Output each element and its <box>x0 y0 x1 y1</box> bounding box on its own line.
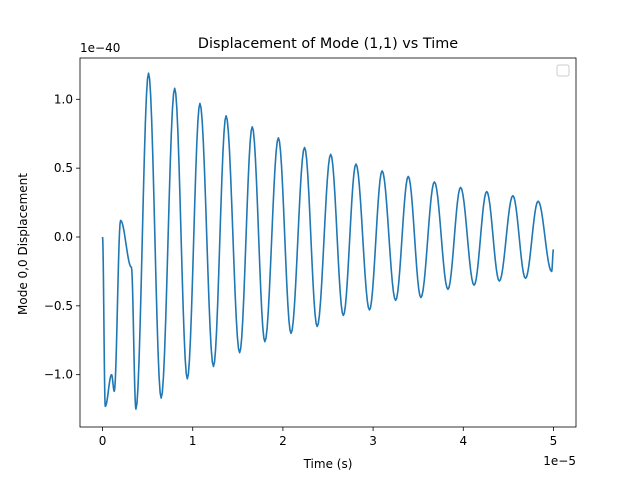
y-tick-label: 0.5 <box>54 161 73 175</box>
plot-area <box>79 57 577 428</box>
y-tick-label: 1.0 <box>54 92 73 106</box>
x-axis-offset-label: 1e−5 <box>543 454 576 468</box>
y-tick-label: −1.0 <box>44 368 73 382</box>
x-tick-label: 1 <box>189 434 197 448</box>
legend-box <box>556 64 570 77</box>
x-tick-label: 0 <box>99 434 107 448</box>
y-axis-label: Mode 0,0 Displacement <box>16 173 30 315</box>
x-tick-label: 3 <box>369 434 377 448</box>
y-tick-label: 0.0 <box>54 230 73 244</box>
x-axis-label: Time (s) <box>303 457 353 471</box>
x-tick-label: 2 <box>279 434 287 448</box>
x-tick-label: 4 <box>459 434 467 448</box>
series-line-0 <box>101 72 555 410</box>
axes-frame <box>79 57 577 428</box>
y-tick-label: −0.5 <box>44 299 73 313</box>
x-tick-label: 5 <box>550 434 558 448</box>
axis-ticks: 0 1 2 3 4 5 −1.0 −0.5 0.0 0.5 1.0 <box>44 92 557 448</box>
y-axis-offset-label: 1e−40 <box>80 41 120 55</box>
chart-title: Displacement of Mode (1,1) vs Time <box>198 36 458 52</box>
